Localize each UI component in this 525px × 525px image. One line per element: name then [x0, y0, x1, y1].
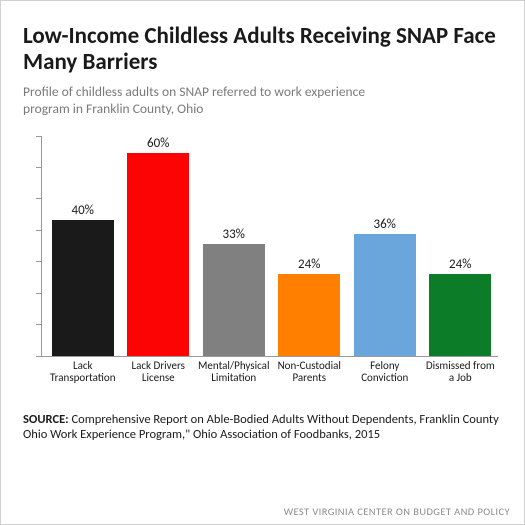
x-label: Mental/PhysicalLimitation	[196, 360, 272, 385]
y-tick	[36, 356, 41, 357]
bar	[203, 244, 265, 356]
source-line: SOURCE: Comprehensive Report on Able-Bod…	[23, 412, 502, 443]
bar-value-label: 33%	[223, 227, 245, 242]
chart-title: Low-Income Childless Adults Receiving SN…	[23, 23, 502, 76]
y-tick	[36, 261, 41, 262]
bar-value-label: 24%	[449, 257, 471, 272]
x-labels: LackTransportationLack DriversLicenseMen…	[45, 360, 498, 385]
x-label: Lack DriversLicense	[121, 360, 197, 385]
bars-container: 40% 60% 33% 24% 36% 24%	[45, 136, 498, 356]
bar	[278, 274, 340, 355]
bar-value-label: 36%	[374, 217, 396, 232]
y-tick	[36, 167, 41, 168]
bar-value-label: 40%	[72, 203, 94, 218]
bar	[127, 153, 189, 356]
bar	[429, 274, 491, 355]
bar-col: 24%	[423, 136, 499, 356]
bar-value-label: 24%	[298, 257, 320, 272]
chart-card: Low-Income Childless Adults Receiving SN…	[0, 0, 525, 525]
x-label: Non-CustodialParents	[272, 360, 348, 385]
source-label: SOURCE:	[23, 412, 69, 427]
y-axis	[41, 136, 42, 356]
bar-col: 33%	[196, 136, 272, 356]
bar	[354, 234, 416, 356]
x-axis	[41, 356, 498, 357]
bar-value-label: 60%	[147, 136, 169, 151]
x-label: LackTransportation	[45, 360, 121, 385]
bar-col: 24%	[272, 136, 348, 356]
bar-col: 60%	[121, 136, 197, 356]
chart-subtitle: Profile of childless adults on SNAP refe…	[23, 84, 383, 118]
y-tick	[36, 198, 41, 199]
x-label: Dismissed froma Job	[423, 360, 499, 385]
y-tick	[36, 293, 41, 294]
y-tick	[36, 324, 41, 325]
bar-col: 36%	[347, 136, 423, 356]
bar-col: 40%	[45, 136, 121, 356]
y-tick	[36, 136, 41, 137]
y-tick	[36, 230, 41, 231]
source-text: Comprehensive Report on Able-Bodied Adul…	[23, 412, 499, 443]
chart-area: 40% 60% 33% 24% 36% 24% LackTransportationLac…	[23, 136, 502, 396]
footer-credit: WEST VIRGINIA CENTER ON BUDGET AND POLIC…	[284, 505, 510, 518]
bar	[52, 220, 114, 355]
x-label: FelonyConviction	[347, 360, 423, 385]
